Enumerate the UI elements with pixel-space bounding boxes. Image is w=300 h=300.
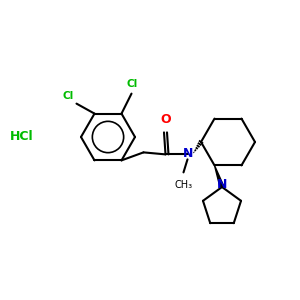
- Text: N: N: [217, 178, 227, 191]
- Text: N: N: [183, 147, 194, 160]
- Text: Cl: Cl: [127, 79, 138, 88]
- Text: O: O: [160, 113, 171, 126]
- Text: CH₃: CH₃: [174, 180, 193, 190]
- Polygon shape: [214, 165, 224, 188]
- Text: Cl: Cl: [63, 91, 74, 100]
- Text: HCl: HCl: [10, 130, 34, 143]
